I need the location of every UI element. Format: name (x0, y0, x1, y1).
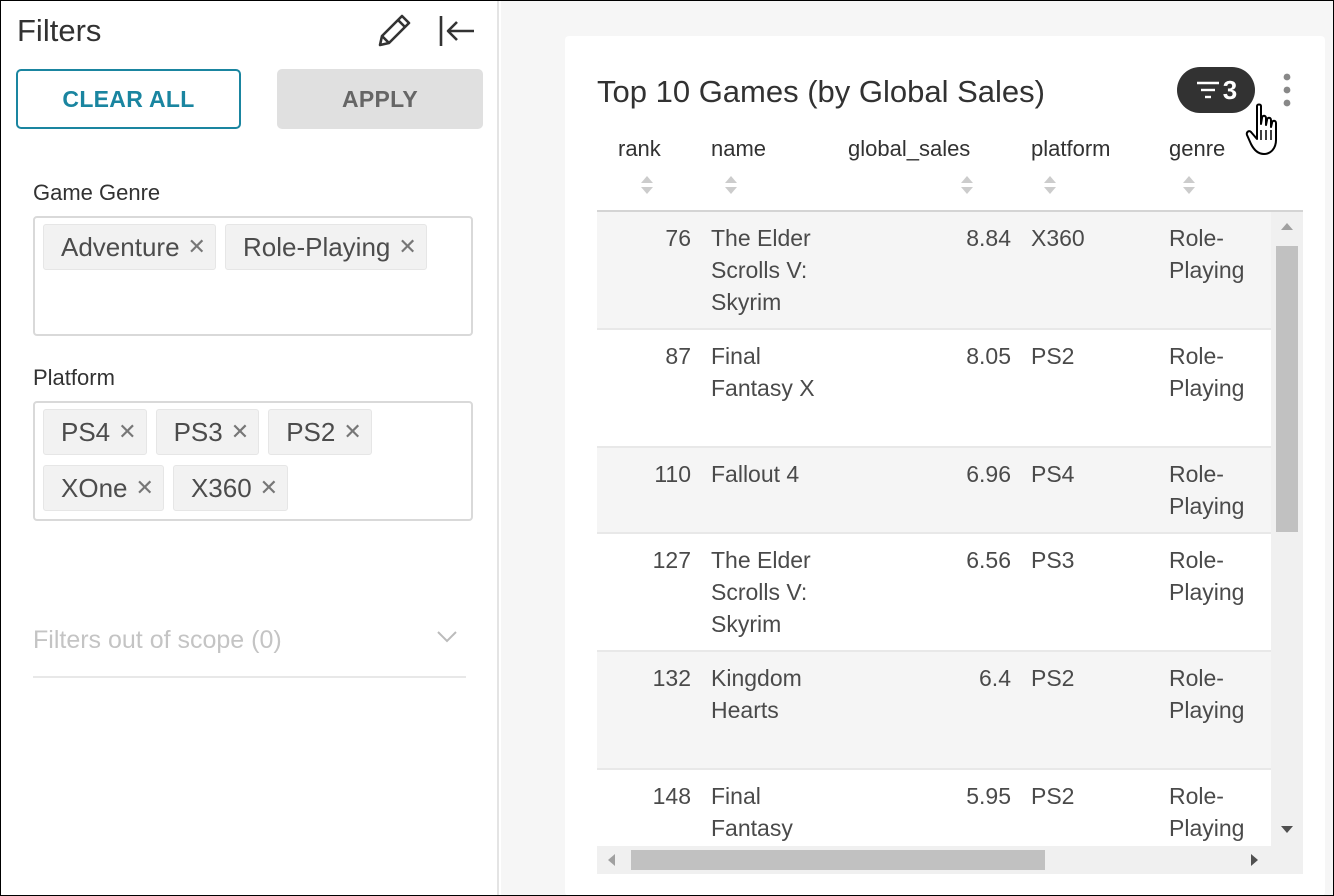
cell-rank: 76 (665, 225, 691, 251)
collapse-left-icon[interactable] (436, 11, 478, 51)
scroll-up-arrow-icon[interactable] (1280, 220, 1294, 234)
column-header-platform[interactable]: platform (1031, 136, 1111, 161)
table-row[interactable]: 87 Final Fantasy X 8.05 PS2 Role-Playing (597, 330, 1271, 448)
filters-out-of-scope-toggle[interactable]: Filters out of scope (0) (33, 620, 466, 678)
filter-tag: PS2 ✕ (268, 409, 372, 455)
sort-icon[interactable] (1043, 174, 1057, 196)
cell-global-sales: 8.05 (966, 343, 1011, 369)
cell-rank: 127 (652, 547, 691, 573)
pencil-icon[interactable] (372, 9, 416, 53)
hand-pointer-cursor-icon (1245, 103, 1277, 155)
clear-all-button[interactable]: CLEAR ALL (16, 69, 241, 129)
cell-global-sales: 8.84 (966, 225, 1011, 251)
tag-label: PS4 (61, 416, 111, 447)
cell-genre: Role-Playing (1169, 783, 1245, 841)
out-of-scope-label: Filters out of scope (0) (33, 626, 282, 654)
sort-icon[interactable] (1182, 174, 1196, 196)
cell-name: Final Fantasy (711, 783, 793, 841)
remove-tag-icon[interactable]: ✕ (118, 419, 137, 444)
filter-count: 3 (1222, 74, 1238, 105)
cell-genre: Role-Playing (1169, 343, 1245, 401)
vertical-scrollbar[interactable] (1271, 212, 1303, 846)
scroll-left-arrow-icon[interactable] (605, 853, 619, 867)
column-header-genre[interactable]: genre (1169, 136, 1226, 161)
chevron-down-icon (437, 631, 457, 643)
vertical-scrollbar-thumb[interactable] (1276, 246, 1298, 532)
remove-tag-icon[interactable]: ✕ (398, 234, 417, 259)
filter-tag: X360 ✕ (172, 465, 289, 511)
more-options-icon[interactable] (1279, 72, 1295, 108)
chart-title: Top 10 Games (by Global Sales) (597, 74, 1045, 109)
cell-name: The Elder Scrolls V: Skyrim (711, 547, 811, 637)
filter-label-platform: Platform (33, 365, 115, 390)
tag-label: Role-Playing (242, 231, 391, 262)
scroll-right-arrow-icon[interactable] (1247, 853, 1261, 867)
tag-label: XOne (61, 472, 128, 503)
filter-icon (1196, 81, 1219, 99)
cell-rank: 110 (654, 461, 691, 487)
column-header-global-sales[interactable]: global_sales (848, 136, 971, 161)
scroll-down-arrow-icon[interactable] (1280, 822, 1294, 836)
sidebar-title: Filters (17, 13, 102, 48)
dashboard-area: Top 10 Games (by Global Sales) 3 rank na… (501, 0, 1334, 896)
tag-label: PS3 (173, 416, 223, 447)
cell-platform: PS3 (1031, 547, 1075, 573)
apply-button[interactable]: APPLY (277, 69, 483, 129)
table-header: rank name global_sales platform genre (597, 136, 1303, 212)
applied-filters-badge[interactable]: 3 (1177, 67, 1255, 113)
tag-label: PS2 (286, 416, 336, 447)
table-row[interactable]: 76 The Elder Scrolls V: Skyrim 8.84 X360… (597, 212, 1271, 330)
cell-genre: Role-Playing (1169, 665, 1245, 723)
tag-label: X360 (190, 472, 252, 503)
cell-global-sales: 6.4 (979, 665, 1011, 691)
cell-rank: 148 (652, 783, 691, 809)
cell-name: Kingdom Hearts (711, 665, 802, 723)
cell-name: The Elder Scrolls V: Skyrim (711, 225, 811, 315)
filter-label-game-genre: Game Genre (33, 180, 161, 205)
table-body: 76 The Elder Scrolls V: Skyrim 8.84 X360… (597, 212, 1271, 846)
filter-tag: PS4 ✕ (43, 409, 147, 455)
cell-global-sales: 6.96 (966, 461, 1011, 487)
cell-genre: Role-Playing (1169, 225, 1245, 283)
remove-tag-icon[interactable]: ✕ (135, 475, 154, 500)
cell-platform: PS2 (1031, 783, 1075, 809)
filter-sidebar: Filters CLEAR ALL APPLY Game Genre Adven… (0, 0, 499, 896)
cell-platform: PS4 (1031, 461, 1075, 487)
cell-platform: PS2 (1031, 343, 1075, 369)
tag-label: Adventure (61, 231, 180, 262)
cell-rank: 87 (665, 343, 691, 369)
cell-global-sales: 6.56 (966, 547, 1011, 573)
table-row[interactable]: 132 Kingdom Hearts 6.4 PS2 Role-Playing (597, 652, 1271, 770)
game-genre-select[interactable]: Adventure ✕ Role-Playing ✕ (33, 216, 473, 336)
cell-genre: Role-Playing (1169, 461, 1245, 519)
cell-platform: X360 (1031, 225, 1085, 251)
filter-tag: PS3 ✕ (155, 409, 260, 455)
cell-genre: Role-Playing (1169, 547, 1245, 605)
horizontal-scrollbar[interactable] (597, 846, 1303, 874)
horizontal-scrollbar-thumb[interactable] (631, 850, 1045, 870)
cell-global-sales: 5.95 (966, 783, 1011, 809)
cell-rank: 132 (652, 665, 691, 691)
chart-card: Top 10 Games (by Global Sales) 3 rank na… (565, 36, 1325, 896)
sort-icon[interactable] (640, 174, 654, 196)
filter-tag: Role-Playing ✕ (224, 224, 427, 270)
sort-icon[interactable] (960, 174, 974, 196)
cell-name: Fallout 4 (711, 461, 800, 487)
remove-tag-icon[interactable]: ✕ (343, 419, 362, 444)
column-header-rank[interactable]: rank (618, 136, 661, 161)
column-header-name[interactable]: name (711, 136, 767, 161)
table-row[interactable]: 110 Fallout 4 6.96 PS4 Role-Playing (597, 448, 1271, 534)
remove-tag-icon[interactable]: ✕ (230, 419, 250, 444)
sort-icon[interactable] (724, 174, 738, 196)
table-row[interactable]: 127 The Elder Scrolls V: Skyrim 6.56 PS3… (597, 534, 1271, 652)
cell-platform: PS2 (1031, 665, 1075, 691)
filter-tag: XOne ✕ (43, 465, 164, 511)
remove-tag-icon[interactable]: ✕ (187, 234, 206, 259)
remove-tag-icon[interactable]: ✕ (259, 475, 279, 500)
cell-name: Final Fantasy X (711, 343, 815, 401)
filter-tag: Adventure ✕ (43, 224, 216, 270)
platform-select[interactable]: PS4 ✕ PS3 ✕ PS2 ✕ XOne ✕ X360 ✕ (33, 401, 473, 521)
header-divider (597, 210, 1303, 212)
table-row[interactable]: 148 Final Fantasy 5.95 PS2 Role-Playing (597, 770, 1271, 846)
